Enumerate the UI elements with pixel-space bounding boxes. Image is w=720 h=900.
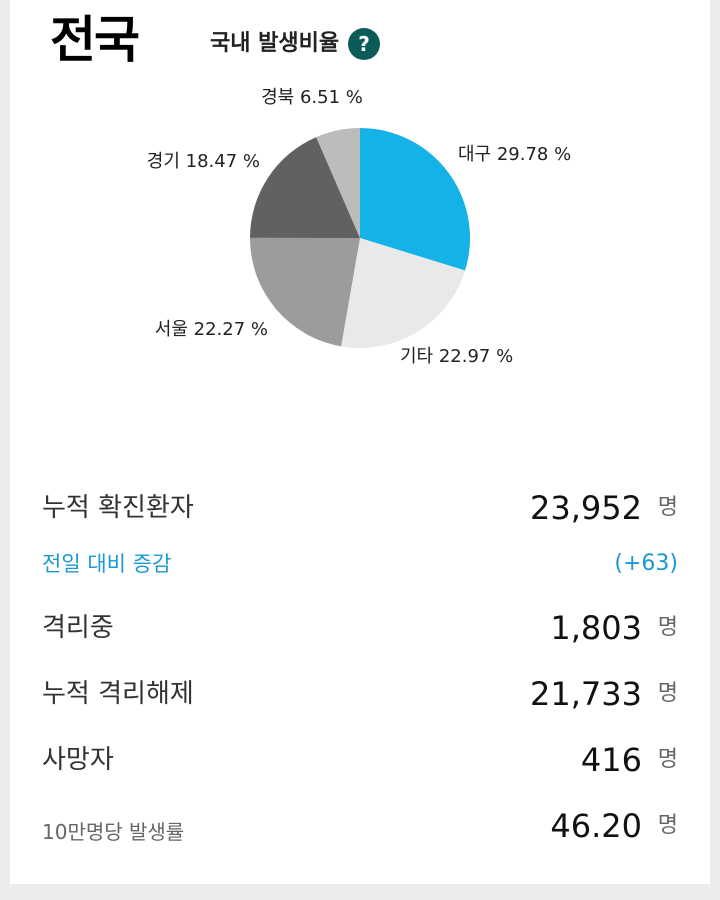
pie-slice-5 <box>316 128 360 238</box>
pie-label-2: 기타 22.97 % <box>400 346 513 367</box>
confirmed-label: 누적 확진환자 <box>42 493 194 523</box>
pie-slice-1 <box>360 128 471 271</box>
isolating-value: 1,803 <box>550 609 642 647</box>
isolating-label: 격리중 <box>42 613 114 643</box>
pie-label-3: 서울 22.27 % <box>155 319 268 340</box>
chart-subtitle: 국내 발생비율 <box>210 31 340 56</box>
stat-row-delta: 전일 대비 증감 (+63) <box>42 544 678 598</box>
deaths-unit: 명 <box>657 747 678 772</box>
rate-unit: 명 <box>657 813 678 838</box>
stats-list: 누적 확진환자 23,952 명 전일 대비 증감 (+63) 격리중 1,80… <box>42 478 678 862</box>
pie-slice-2 <box>341 238 466 348</box>
rate-value: 46.20 <box>550 807 642 845</box>
pie-chart-svg: 대구 29.78 % 기타 22.97 % 서울 22.27 % 경기 18.47 %… <box>147 87 571 367</box>
pie-label-5: 경북 6.51 % <box>261 87 363 108</box>
pie-slice-3 <box>249 237 360 347</box>
region-title: 전국 <box>50 11 140 69</box>
stat-row-released: 누적 격리해제 21,733 명 <box>42 664 678 730</box>
pie-chart: 대구 29.78 % 기타 22.97 % 서울 22.27 % 경기 18.47 %… <box>10 70 710 390</box>
confirmed-value: 23,952 <box>530 489 642 527</box>
delta-value: (+63) <box>614 551 678 576</box>
pie-slice-4 <box>250 137 360 238</box>
stat-row-deaths: 사망자 416 명 <box>42 730 678 796</box>
deaths-label: 사망자 <box>42 745 114 775</box>
released-unit: 명 <box>657 681 678 706</box>
stat-row-isolating: 격리중 1,803 명 <box>42 598 678 664</box>
pie-label-4: 경기 18.47 % <box>147 151 260 172</box>
isolating-unit: 명 <box>657 615 678 640</box>
stats-card: 전국 국내 발생비율 ? 대구 29.78 % 기타 22.97 % 서울 22.2… <box>10 0 710 884</box>
rate-label: 10만명당 발생률 <box>42 820 185 844</box>
delta-label: 전일 대비 증감 <box>42 552 172 576</box>
released-label: 누적 격리해제 <box>42 679 194 709</box>
help-icon[interactable]: ? <box>348 28 380 60</box>
deaths-value: 416 <box>580 741 642 779</box>
pie-label-1: 대구 29.78 % <box>458 144 571 165</box>
released-value: 21,733 <box>530 675 642 713</box>
stat-row-confirmed: 누적 확진환자 23,952 명 <box>42 478 678 544</box>
confirmed-unit: 명 <box>657 495 678 520</box>
stat-row-rate: 10만명당 발생률 46.20 명 <box>42 796 678 862</box>
